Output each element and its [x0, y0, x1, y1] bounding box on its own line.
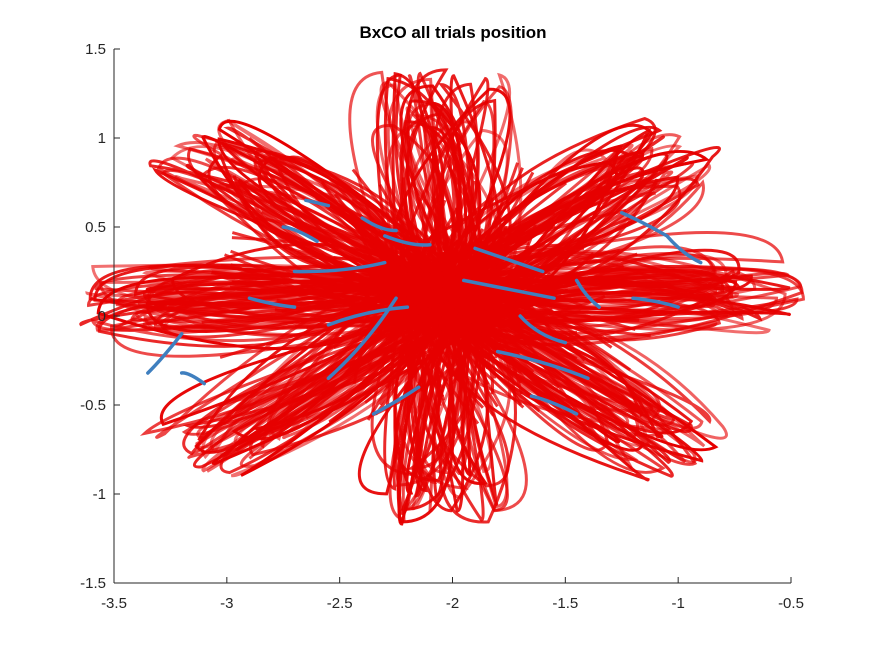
- y-tick-label: 1.5: [85, 41, 106, 58]
- red-trajectory: [187, 276, 475, 459]
- y-tick-label: 0: [98, 308, 106, 325]
- x-tick-label: -2: [446, 595, 459, 612]
- red-trajectory: [348, 70, 475, 299]
- red-trajectory: [350, 198, 498, 359]
- x-tick-label: -0.5: [778, 595, 804, 612]
- y-tick-label: -1: [93, 486, 106, 503]
- red-trajectory: [347, 217, 483, 337]
- blue-trajectory: [281, 225, 319, 243]
- blue-trajectory: [371, 385, 421, 416]
- red-trajectory: [305, 272, 651, 338]
- y-tick-label: 1: [98, 130, 106, 147]
- red-trajectory: [328, 225, 508, 425]
- red-trajectory: [438, 164, 478, 332]
- blue-trajectory: [631, 296, 680, 309]
- blue-trajectory: [146, 332, 184, 375]
- x-tick-label: -1: [671, 595, 684, 612]
- blue-trajectory: [462, 278, 556, 300]
- y-tick-label: 0.5: [85, 219, 106, 236]
- red-trajectory: [408, 207, 459, 394]
- red-trajectory: [424, 275, 523, 406]
- y-tick-label: -1.5: [80, 575, 106, 592]
- red-trajectory: [361, 281, 636, 332]
- blue-trajectory: [495, 349, 590, 381]
- x-tick-label: -1.5: [552, 595, 578, 612]
- blue-trajectory: [304, 198, 331, 208]
- blue-trajectory: [473, 246, 545, 274]
- blue-trajectory: [247, 296, 297, 309]
- red-trajectory: [159, 272, 490, 427]
- blue-trajectory: [620, 211, 703, 265]
- y-tick-label: -0.5: [80, 397, 106, 414]
- red-trajectory: [398, 274, 578, 360]
- x-tick-label: -3: [220, 595, 233, 612]
- blue-trajectory: [292, 260, 387, 274]
- red-trajectory: [231, 236, 613, 349]
- red-trajectory: [405, 245, 488, 328]
- blue-trajectory: [518, 314, 568, 345]
- blue-trajectory: [383, 234, 432, 247]
- x-tick-label: -2.5: [327, 595, 353, 612]
- blue-trajectory: [360, 216, 398, 233]
- blue-trajectory: [326, 305, 410, 327]
- chart-title: BxCO all trials position: [359, 23, 546, 42]
- red-series-line: [147, 84, 728, 512]
- blue-trajectory: [574, 278, 601, 309]
- red-trajectory: [201, 275, 651, 325]
- blue-trajectory: [529, 394, 579, 416]
- red-trajectory: [432, 318, 484, 502]
- x-tick-label: -3.5: [101, 595, 127, 612]
- blue-trajectory: [179, 371, 207, 386]
